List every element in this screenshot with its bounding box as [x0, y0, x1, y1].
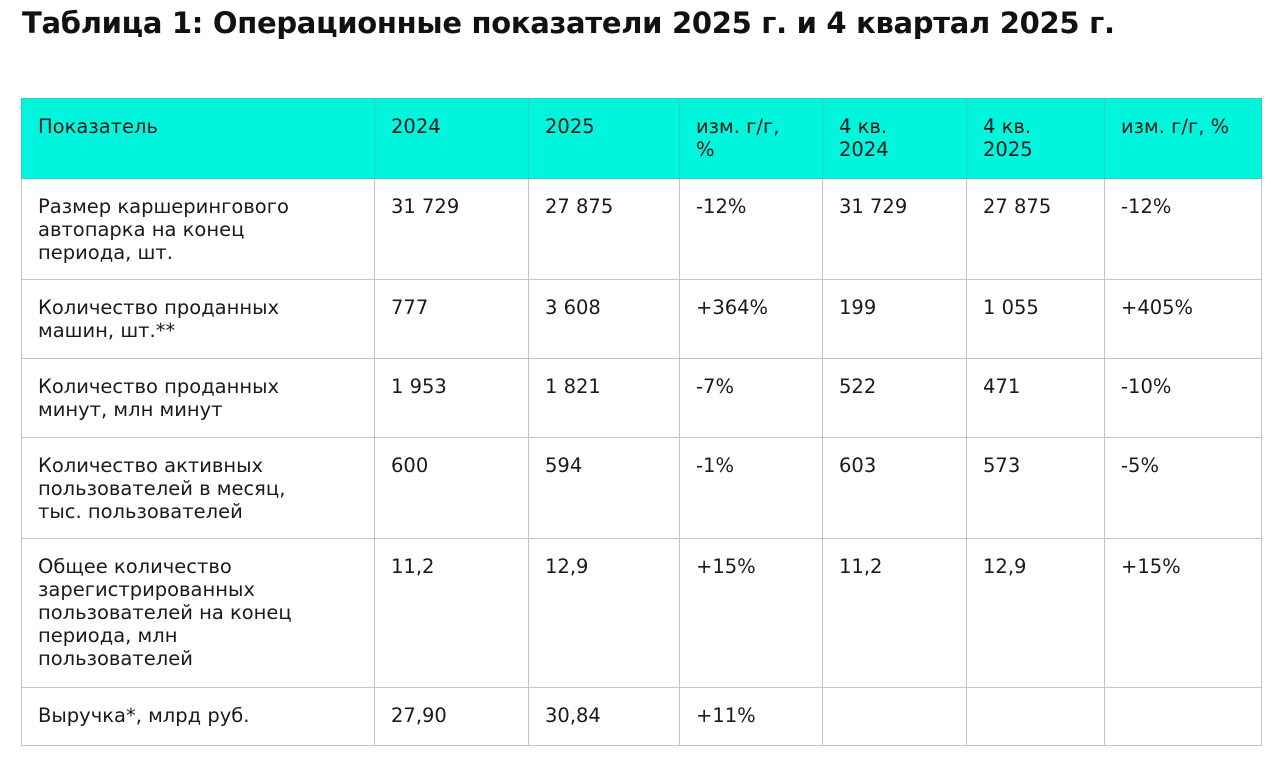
value-cell: 11,2: [822, 538, 967, 688]
page-title: Таблица 1: Операционные показатели 2025 …: [22, 6, 1115, 40]
value-cell: 30,84: [528, 687, 680, 746]
value-cell: +364%: [679, 279, 823, 359]
value-cell: 31 729: [374, 178, 529, 280]
value-cell: +15%: [679, 538, 823, 688]
value-cell: +15%: [1104, 538, 1262, 688]
value-cell: +11%: [679, 687, 823, 746]
value-cell: 1 055: [966, 279, 1105, 359]
value-cell: 573: [966, 437, 1105, 539]
metric-name-cell: Количество активных пользователей в меся…: [21, 437, 375, 539]
metric-name-cell: Общее количество зарегистрированных поль…: [21, 538, 375, 688]
value-cell: -7%: [679, 358, 823, 438]
column-header: 2024: [374, 98, 529, 179]
column-header: изм. г/г, %: [1104, 98, 1262, 179]
value-cell: -1%: [679, 437, 823, 539]
value-cell: 777: [374, 279, 529, 359]
metric-name-cell: Размер каршерингового автопарка на конец…: [21, 178, 375, 280]
value-cell: 12,9: [966, 538, 1105, 688]
column-header: 4 кв. 2025: [966, 98, 1105, 179]
column-header: 4 кв. 2024: [822, 98, 967, 179]
operational-metrics-table: Показатель 2024 2025 изм. г/г, % 4 кв. 2024 4…: [21, 98, 1262, 746]
value-cell: 471: [966, 358, 1105, 438]
value-cell: 522: [822, 358, 967, 438]
column-header: 2025: [528, 98, 680, 179]
value-cell: 600: [374, 437, 529, 539]
value-cell: -12%: [1104, 178, 1262, 280]
value-cell: 199: [822, 279, 967, 359]
value-cell: 594: [528, 437, 680, 539]
value-cell: -12%: [679, 178, 823, 280]
value-cell: [822, 687, 967, 746]
table-row: Общее количество зарегистрированных поль…: [21, 538, 1262, 688]
column-header: Показатель: [21, 98, 375, 179]
metric-name-cell: Выручка*, млрд руб.: [21, 687, 375, 746]
value-cell: 1 953: [374, 358, 529, 438]
table-row: Размер каршерингового автопарка на конец…: [21, 178, 1262, 280]
value-cell: 3 608: [528, 279, 680, 359]
value-cell: 11,2: [374, 538, 529, 688]
table-header-row: Показатель 2024 2025 изм. г/г, % 4 кв. 2024 4…: [21, 98, 1262, 179]
value-cell: +405%: [1104, 279, 1262, 359]
value-cell: [1104, 687, 1262, 746]
value-cell: -5%: [1104, 437, 1262, 539]
value-cell: 27 875: [966, 178, 1105, 280]
value-cell: 12,9: [528, 538, 680, 688]
metric-name-cell: Количество проданных минут, млн минут: [21, 358, 375, 438]
value-cell: 27,90: [374, 687, 529, 746]
value-cell: -10%: [1104, 358, 1262, 438]
column-header: изм. г/г, %: [679, 98, 823, 179]
value-cell: 27 875: [528, 178, 680, 280]
value-cell: 603: [822, 437, 967, 539]
value-cell: 1 821: [528, 358, 680, 438]
table-row: Выручка*, млрд руб. 27,90 30,84 +11%: [21, 687, 1262, 746]
value-cell: 31 729: [822, 178, 967, 280]
table-row: Количество активных пользователей в меся…: [21, 437, 1262, 539]
metric-name-cell: Количество проданных машин, шт.**: [21, 279, 375, 359]
table-row: Количество проданных машин, шт.** 777 3 60…: [21, 279, 1262, 359]
table-row: Количество проданных минут, млн минут 1 9…: [21, 358, 1262, 438]
value-cell: [966, 687, 1105, 746]
